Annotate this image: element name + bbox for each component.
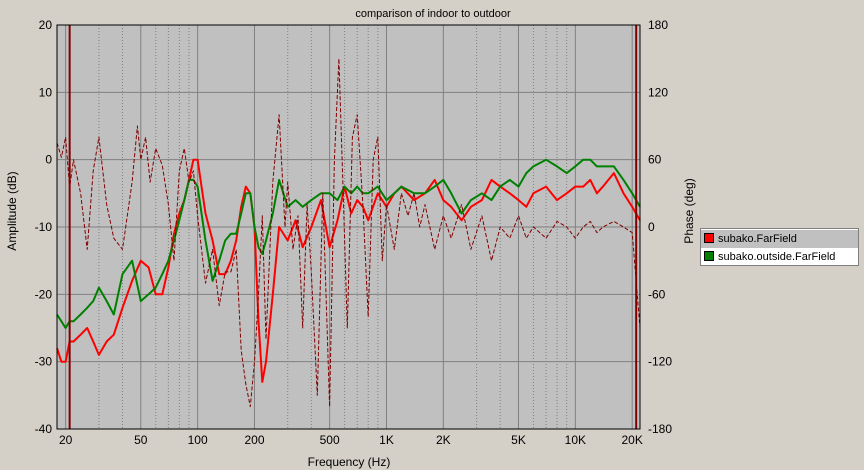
y2-axis-title: Phase (deg) xyxy=(682,178,696,243)
plot-area xyxy=(56,24,641,430)
legend-item-outdoor[interactable]: subako.outside.FarField xyxy=(701,248,858,266)
x-axis-title: Frequency (Hz) xyxy=(308,455,391,469)
y-tick-label: -10 xyxy=(35,220,53,234)
legend-swatch-green xyxy=(704,251,714,261)
x-tick-label: 20K xyxy=(622,433,643,447)
x-tick-label: 100 xyxy=(188,433,208,447)
chart-title: comparison of indoor to outdoor xyxy=(355,8,511,20)
legend-swatch-red xyxy=(704,233,714,243)
y2-tick-label: 120 xyxy=(648,85,668,99)
legend-label: subako.FarField xyxy=(718,233,797,245)
y-tick-label: -20 xyxy=(35,287,53,301)
series-group xyxy=(56,58,641,408)
y-tick-label: 20 xyxy=(39,18,53,32)
frequency-markers xyxy=(68,25,638,429)
y-tick-label: 10 xyxy=(39,85,53,99)
x-tick-label: 20 xyxy=(59,433,73,447)
y2-tick-label: -60 xyxy=(648,287,666,301)
y-axis-title: Amplitude (dB) xyxy=(5,171,19,250)
series-line-outdoor xyxy=(56,158,641,329)
phase-series-line xyxy=(56,58,641,408)
legend-label: subako.outside.FarField xyxy=(718,251,836,263)
x-tick-label: 10K xyxy=(565,433,586,447)
y2-tick-label: 180 xyxy=(648,18,668,32)
y-tick-label: 0 xyxy=(45,153,52,167)
y2-tick-label: 60 xyxy=(648,153,662,167)
y2-tick-label: 0 xyxy=(648,220,655,234)
x-tick-label: 2K xyxy=(436,433,451,447)
x-tick-label: 500 xyxy=(320,433,340,447)
legend-item-indoor[interactable]: subako.FarField xyxy=(701,230,858,248)
y2-tick-label: -120 xyxy=(648,355,672,369)
y-tick-label: -40 xyxy=(35,422,53,436)
plot-border xyxy=(56,24,641,430)
series-line-indoor xyxy=(56,158,641,383)
x-tick-label: 200 xyxy=(244,433,264,447)
phase-axis: 180 120 60 0 -60 -120 -180 xyxy=(648,18,672,436)
x-tick-label: 5K xyxy=(511,433,526,447)
x-tick-label: 1K xyxy=(379,433,394,447)
legend: subako.FarField subako.outside.FarField xyxy=(700,228,859,266)
y2-tick-label: -180 xyxy=(648,422,672,436)
x-tick-label: 50 xyxy=(134,433,148,447)
frequency-axis: 20 50 100 200 500 1K 2K 5K 10K 20K xyxy=(59,433,643,447)
amplitude-axis: 20 10 0 -10 -20 -30 -40 xyxy=(35,18,53,436)
y-tick-label: -30 xyxy=(35,355,53,369)
